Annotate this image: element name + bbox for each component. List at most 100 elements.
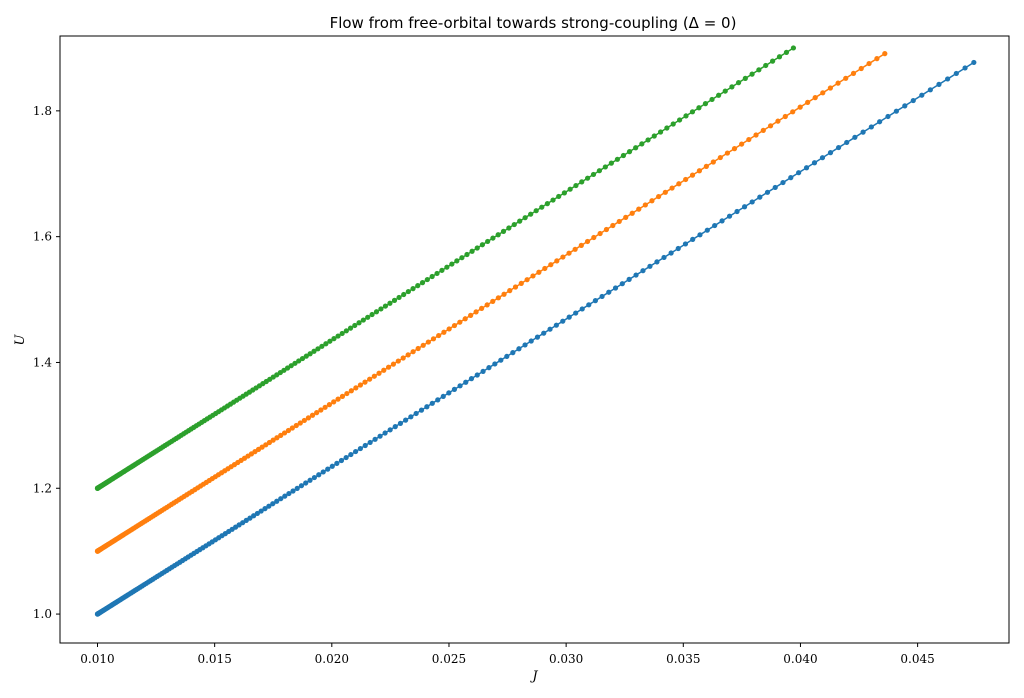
data-point	[357, 445, 364, 452]
data-point	[536, 269, 542, 275]
data-point	[649, 198, 655, 204]
data-point	[522, 215, 528, 221]
data-point	[492, 361, 498, 367]
data-point	[377, 433, 383, 439]
data-point	[608, 160, 614, 166]
x-tick-label: 0.010	[80, 652, 114, 666]
data-point	[603, 226, 610, 233]
data-point	[626, 276, 632, 282]
chart-title: Flow from free-orbital towards strong-co…	[330, 14, 737, 32]
data-point	[371, 373, 377, 379]
data-point	[626, 149, 633, 155]
data-point	[610, 222, 616, 229]
data-point	[391, 297, 398, 303]
data-point	[542, 265, 548, 272]
data-point	[710, 159, 716, 165]
data-point	[647, 263, 653, 269]
data-point	[709, 96, 715, 103]
data-point	[662, 189, 668, 195]
data-point	[683, 176, 689, 183]
data-point	[767, 123, 774, 129]
data-point	[874, 56, 880, 62]
data-point	[550, 197, 556, 203]
data-point	[539, 204, 545, 210]
data-point	[403, 417, 409, 423]
data-point	[683, 113, 689, 119]
data-point	[664, 125, 670, 131]
data-point	[567, 186, 573, 192]
data-point	[378, 306, 384, 312]
data-point	[486, 365, 492, 371]
data-point	[512, 284, 519, 290]
y-tick-label: 1.0	[33, 607, 52, 621]
data-point	[712, 222, 718, 229]
data-point	[495, 295, 501, 301]
data-point	[790, 45, 797, 51]
data-point	[572, 246, 578, 252]
data-point	[790, 109, 796, 115]
data-point	[676, 181, 682, 187]
data-point	[347, 325, 354, 331]
data-point	[803, 165, 810, 171]
data-point	[544, 201, 550, 207]
data-point	[522, 342, 528, 348]
data-point	[636, 206, 642, 212]
data-point	[446, 326, 452, 332]
data-point	[788, 175, 794, 181]
data-point	[739, 141, 745, 147]
data-point	[462, 316, 468, 322]
data-point	[827, 150, 834, 156]
data-point	[623, 214, 629, 220]
data-point	[573, 182, 579, 189]
data-point	[640, 268, 646, 274]
data-point	[286, 490, 292, 497]
data-point	[254, 510, 260, 517]
data-point	[703, 163, 709, 169]
data-point	[425, 339, 431, 345]
data-point	[335, 396, 341, 402]
data-point	[382, 430, 388, 436]
data-point	[334, 460, 340, 466]
data-point	[285, 427, 292, 434]
data-point	[734, 208, 740, 215]
data-point	[566, 250, 572, 256]
data-point	[440, 393, 446, 400]
data-point	[311, 474, 317, 481]
data-point	[473, 309, 479, 315]
data-point	[843, 75, 849, 81]
data-point	[405, 288, 411, 295]
y-axis-label: U	[13, 333, 28, 345]
data-point	[343, 328, 349, 334]
data-point	[585, 175, 591, 181]
data-point	[746, 136, 752, 143]
data-point	[927, 87, 933, 93]
data-point	[385, 364, 392, 370]
series-2	[94, 51, 888, 554]
data-point	[620, 152, 627, 159]
data-point	[534, 334, 541, 340]
data-point	[395, 358, 401, 364]
data-point	[835, 80, 841, 86]
data-point	[533, 208, 539, 214]
data-point	[495, 232, 501, 238]
data-point	[547, 326, 553, 332]
data-point	[796, 170, 802, 176]
data-point	[668, 250, 674, 256]
data-point	[735, 80, 742, 86]
data-point	[490, 235, 496, 241]
data-point	[446, 390, 452, 396]
data-point	[367, 439, 373, 446]
data-point	[410, 286, 416, 292]
data-point	[490, 298, 496, 304]
data-point	[507, 288, 513, 294]
data-point	[844, 139, 850, 146]
data-point	[528, 211, 534, 217]
data-point	[485, 238, 491, 245]
data-point	[464, 251, 470, 258]
data-point	[457, 319, 463, 325]
data-point	[517, 218, 523, 224]
data-point	[352, 322, 358, 329]
data-point	[590, 171, 597, 178]
data-point	[819, 155, 826, 161]
